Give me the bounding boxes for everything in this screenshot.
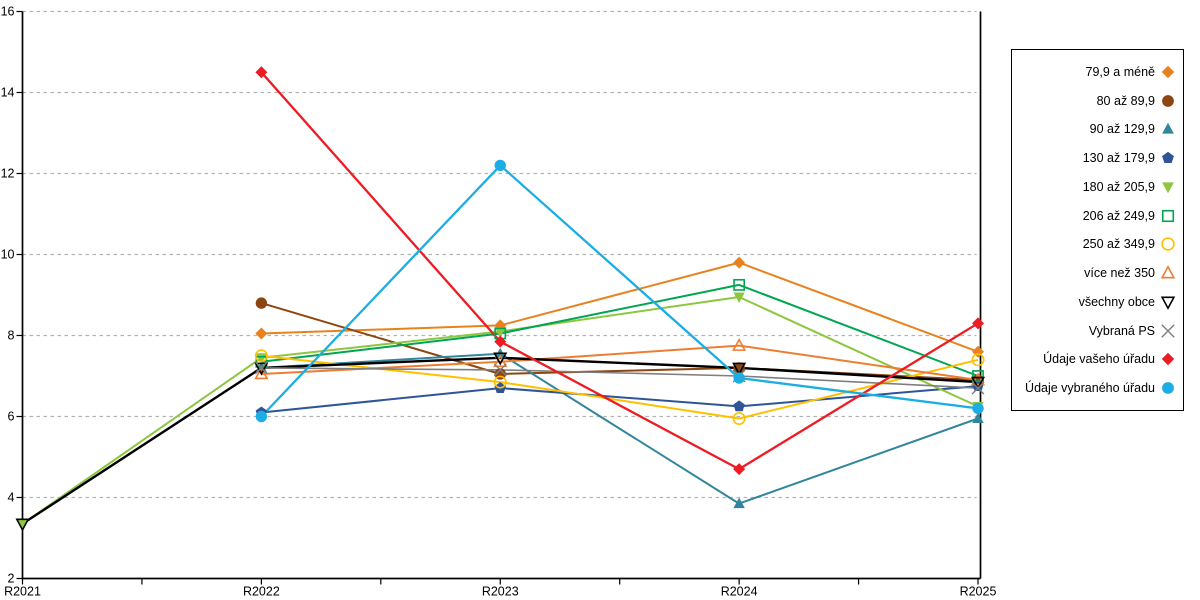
circle-marker-icon (971, 353, 985, 367)
legend-item-label: Vybraná PS (1088, 323, 1155, 338)
legend-item: 180 až 205,9 (1012, 174, 1183, 200)
series-line (261, 283, 979, 377)
y-tick-label: 4 (8, 491, 15, 505)
legend-item: 250 až 349,9 (1012, 231, 1183, 257)
legend-item-label: 206 až 249,9 (1082, 208, 1155, 223)
triangle-up-marker-icon (733, 497, 745, 509)
triangle-up-marker-icon (972, 412, 984, 424)
circle-marker-icon (732, 412, 746, 426)
x-tick-label: R2022 (243, 585, 280, 599)
triangle-down-marker-icon (493, 352, 508, 366)
legend-item-label: 80 až 89,9 (1096, 93, 1155, 108)
triangle-up-marker-icon (254, 366, 269, 380)
square-marker-icon (1161, 209, 1175, 222)
legend-item-label: 90 až 129,9 (1089, 122, 1155, 137)
y-tick-label: 2 (8, 572, 15, 586)
legend-item: 206 až 249,9 (1012, 203, 1183, 229)
legend-item: Údaje vašeho úřadu (1012, 346, 1183, 372)
legend-item: všechny obce (1012, 289, 1183, 315)
x-marker-icon (1161, 323, 1175, 338)
legend-item-label: Údaje vybraného úřadu (1025, 381, 1155, 396)
circle-marker-icon (254, 349, 268, 363)
triangle-down-marker-icon (733, 292, 745, 304)
diamond-marker-icon (1161, 353, 1175, 366)
line-chart-plot: 2 4 6 8 10 12 14 16 R2021 R2022 R2023 R2024 R2025 (1, 5, 997, 599)
triangle-down-marker-icon (254, 362, 269, 376)
legend-item-label: 79,9 a méně (1085, 64, 1156, 79)
triangle-down-marker-icon (732, 362, 747, 376)
y-tick-label: 16 (1, 5, 15, 19)
circle-marker-icon (494, 159, 506, 172)
pentagon-marker-icon (733, 400, 745, 412)
diamond-marker-icon (1161, 65, 1175, 78)
triangle-up-marker-icon (970, 372, 986, 386)
diamond-marker-icon (733, 463, 746, 476)
circle-marker-icon (972, 402, 984, 415)
square-marker-icon (972, 370, 984, 382)
pentagon-marker-icon (1162, 151, 1174, 164)
legend-item: 79,9 a méně (1012, 59, 1183, 85)
diamond-marker-icon (255, 66, 268, 79)
x-tick-label: R2023 (482, 585, 519, 599)
y-tick-label: 10 (1, 248, 15, 262)
legend-item-label: více než 350 (1084, 266, 1155, 281)
series-line (261, 352, 979, 505)
triangle-up-marker-icon (493, 354, 508, 368)
circle-marker-icon (1162, 382, 1174, 395)
y-tick-label: 8 (8, 329, 15, 343)
triangle-up-marker-icon (1162, 123, 1174, 134)
diamond-marker-icon (255, 327, 268, 340)
series-line (261, 261, 979, 353)
triangle-up-marker-icon (1160, 265, 1176, 279)
triangle-down-marker-icon (494, 326, 506, 338)
x-tick-label: R2021 (4, 585, 41, 599)
legend-item-label: 250 až 349,9 (1082, 237, 1155, 252)
legend: 79,9 a méně 80 až 89,9 90 až 129,9 130 až 1… (1011, 49, 1184, 411)
series-line (260, 71, 979, 471)
x-marker-icon (254, 361, 268, 375)
circle-marker-icon (255, 297, 268, 309)
legend-item: 80 až 89,9 (1012, 88, 1183, 114)
x-marker-icon (493, 363, 507, 377)
diamond-marker-icon (733, 256, 746, 269)
diamond-marker-icon (494, 335, 507, 348)
triangle-down-marker-icon (970, 376, 986, 390)
y-tick-label: 12 (1, 167, 15, 181)
legend-item: Vybraná PS (1012, 318, 1183, 344)
legend-item: více než 350 (1012, 260, 1183, 286)
legend-item-label: 180 až 205,9 (1082, 179, 1155, 194)
x-marker-icon (971, 381, 985, 395)
series-line (261, 344, 979, 381)
y-tick-label: 14 (1, 86, 15, 100)
x-tick-label: R2024 (721, 585, 758, 599)
circle-marker-icon (733, 372, 745, 384)
legend-item: 130 až 179,9 (1012, 145, 1183, 171)
diamond-marker-icon (972, 317, 984, 330)
circle-marker-icon (733, 362, 745, 374)
triangle-down-marker-icon (16, 519, 29, 530)
series-line (260, 164, 979, 418)
triangle-down-marker-icon (1162, 182, 1174, 194)
triangle-down-marker-icon (255, 353, 268, 364)
triangle-up-marker-icon (732, 337, 747, 351)
circle-marker-icon (1162, 94, 1174, 107)
legend-item: Údaje vybraného úřadu (1012, 375, 1183, 401)
triangle-down-marker-icon (15, 518, 30, 532)
circle-marker-icon (1161, 237, 1175, 252)
circle-marker-icon (255, 410, 268, 423)
legend-item-label: všechny obce (1078, 294, 1155, 309)
legend-item-label: 130 až 179,9 (1082, 151, 1155, 166)
y-tick-label: 6 (8, 410, 15, 424)
square-marker-icon (733, 278, 746, 291)
triangle-down-marker-icon (1160, 296, 1176, 310)
legend-item-label: Údaje vašeho úřadu (1043, 352, 1155, 367)
series-line (261, 367, 979, 389)
legend-item: 90 až 129,9 (1012, 116, 1183, 142)
x-tick-label: R2025 (960, 585, 997, 599)
circle-marker-icon (493, 375, 507, 389)
